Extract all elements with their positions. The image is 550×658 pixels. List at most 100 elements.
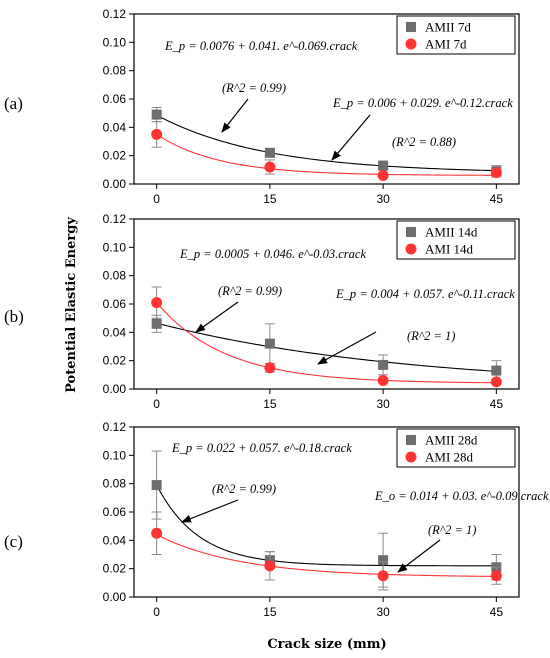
x-tick-label: 30 (376, 397, 390, 411)
y-tick-label: 0.08 (103, 64, 127, 78)
y-tick-label: 0.06 (103, 505, 127, 519)
x-tick-label: 15 (263, 605, 277, 619)
y-tick-label: 0.12 (103, 420, 127, 434)
data-point-circle (490, 376, 502, 388)
annotation-arrow (397, 539, 441, 573)
equation-annotation: E_p = 0.022 + 0.057. e^-0.18.crack (171, 441, 352, 455)
legend-box (396, 428, 516, 468)
data-point-circle (264, 362, 276, 374)
legend-label: AMI 7d (425, 37, 467, 52)
y-tick-label: 0.10 (103, 35, 127, 49)
data-point-circle (377, 375, 389, 386)
x-tick-label: 30 (376, 605, 390, 619)
equation-annotation: E_p = 0.0076 + 0.041. e^-0.069.crack (164, 39, 358, 53)
y-tick-label: 0.08 (103, 477, 127, 491)
data-point-circle (377, 170, 389, 181)
annotations-a: E_p = 0.0076 + 0.041. e^-0.069.crack (R^… (164, 39, 513, 161)
annotation-arrow (317, 331, 377, 365)
equation-annotation: E_p = 0.0005 + 0.046. e^-0.03.crack (179, 247, 366, 261)
y-tick-label: 0.08 (103, 269, 127, 283)
panel-label-b: (b) (4, 307, 24, 326)
legend-box (396, 15, 516, 55)
annotations-c: E_p = 0.022 + 0.057. e^-0.18.crack (R^2 … (171, 441, 549, 573)
legend-label: AMII 14d (425, 225, 478, 240)
data-point-circle (264, 560, 276, 572)
data-point-square (491, 365, 502, 376)
y-axis-title: Potential Elastic Energy (64, 217, 79, 393)
y-tick-label: 0.04 (103, 120, 127, 134)
x-tick-label: 15 (263, 397, 277, 411)
fit-curve-ami (156, 302, 497, 384)
data-point-circle (151, 527, 163, 539)
annotation-arrow (221, 98, 249, 133)
r2-annotation: (R^2 = 0.99) (218, 284, 282, 298)
y-tick-label: 0.02 (103, 149, 127, 163)
data-point-square (151, 109, 162, 120)
r2-annotation: (R^2 = 0.99) (222, 81, 286, 95)
annotation-arrow (195, 301, 239, 333)
data-point-circle (151, 297, 163, 309)
chart-panel-b: 0.00 0.02 0.04 0.06 0.08 0.10 0.12 0 15 30 45 AMII … (103, 212, 520, 411)
y-tick-label: 0.02 (103, 354, 127, 368)
x-tick-label: 45 (490, 605, 504, 619)
legend-marker-square (406, 22, 416, 32)
x-tick-label: 45 (490, 192, 504, 206)
data-point-square (264, 338, 275, 349)
data-point-square (378, 359, 389, 370)
r2-annotation: (R^2 = 0.99) (212, 482, 276, 496)
y-tick-label: 0.06 (103, 297, 127, 311)
r2-annotation: (R^2 = 1) (407, 329, 455, 343)
y-tick-label: 0.04 (103, 533, 127, 547)
legend-marker-square (406, 227, 416, 237)
y-tick-label: 0.12 (103, 212, 127, 226)
panel-label-a: (a) (4, 94, 23, 113)
legend-label: AMII 7d (425, 20, 471, 35)
annotation-arrow (181, 499, 239, 523)
fit-curve-amii (156, 484, 497, 567)
legend-label: AMI 14d (425, 242, 474, 257)
data-point-circle (151, 128, 163, 140)
y-tick-label: 0.10 (103, 448, 127, 462)
y-tick-label: 0.00 (103, 382, 127, 396)
chart-panel-c: 0.00 0.02 0.04 0.06 0.08 0.10 0.12 0 15 30 45 AMII … (103, 420, 520, 619)
x-tick-label: 15 (263, 192, 277, 206)
legend-marker-circle (405, 38, 417, 50)
data-point-circle (377, 570, 389, 582)
data-point-square (264, 147, 275, 158)
y-tick-label: 0.12 (103, 7, 127, 21)
legend-label: AMII 28d (425, 433, 478, 448)
legend-label: AMI 28d (425, 450, 474, 465)
data-point-square (151, 318, 162, 329)
equation-annotation: E_p = 0.006 + 0.029. e^-0.12.crack (332, 96, 513, 110)
annotations-b: E_p = 0.0005 + 0.046. e^-0.03.crack (R^2… (179, 247, 515, 365)
data-point-square (378, 160, 389, 171)
y-tick-label: 0.00 (103, 590, 127, 604)
annotation-arrow (331, 114, 371, 161)
data-point-circle (490, 570, 502, 582)
x-axis-title: Crack size (mm) (267, 637, 386, 652)
panel-label-c: (c) (4, 532, 23, 551)
x-tick-label: 45 (490, 397, 504, 411)
r2-annotation: (R^2 = 0.88) (392, 135, 456, 149)
fit-curve-amii (156, 322, 497, 372)
legend-marker-circle (405, 451, 417, 463)
x-tick-label: 0 (153, 397, 160, 411)
fit-curve-ami (156, 133, 497, 176)
y-tick-label: 0.10 (103, 240, 127, 254)
legend-marker-circle (405, 243, 417, 255)
equation-annotation: E_o = 0.014 + 0.03. e^-0.09.crack (374, 489, 549, 503)
x-tick-label: 30 (376, 192, 390, 206)
data-point-circle (264, 161, 276, 173)
x-tick-label: 0 (153, 192, 160, 206)
y-tick-label: 0.06 (103, 92, 127, 106)
y-tick-label: 0.02 (103, 562, 127, 576)
r2-annotation: (R^2 = 1) (428, 523, 476, 537)
x-tick-label: 0 (153, 605, 160, 619)
fit-curve-ami (156, 534, 497, 577)
legend-box (396, 220, 516, 260)
y-tick-label: 0.00 (103, 177, 127, 191)
fit-curve-amii (156, 114, 497, 172)
chart-panel-a: 0.00 0.02 0.04 0.06 0.08 0.10 0.12 0 15 30 45 AMII … (103, 7, 520, 206)
legend-marker-square (406, 435, 416, 445)
